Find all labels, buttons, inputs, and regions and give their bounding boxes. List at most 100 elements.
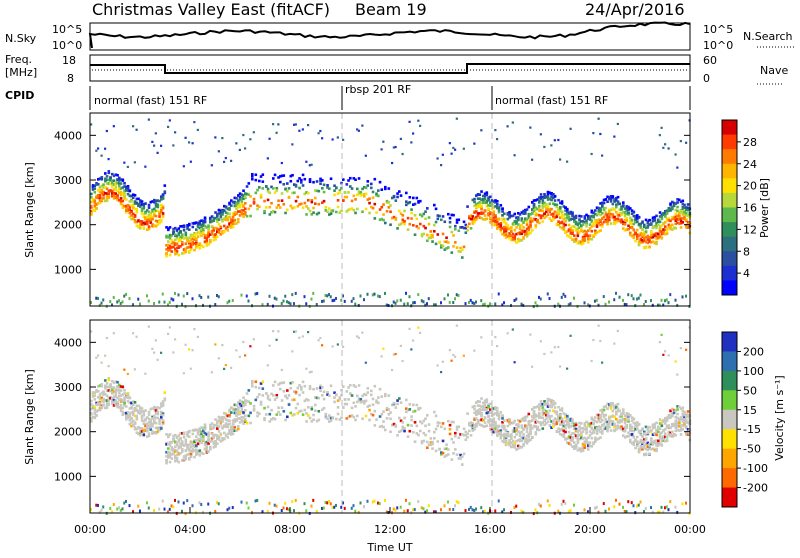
velocity-cell xyxy=(382,426,385,429)
velocity-cell xyxy=(108,399,111,402)
power-cell xyxy=(249,138,251,140)
velocity-cell xyxy=(181,440,184,443)
velocity-cell xyxy=(619,503,621,506)
power-cell xyxy=(515,226,518,229)
velocity-cell xyxy=(424,425,427,428)
power-cell xyxy=(136,208,139,211)
velocity-cell xyxy=(202,452,205,455)
power-cell xyxy=(529,232,532,235)
velocity-cell xyxy=(123,369,125,371)
power-cell xyxy=(235,197,238,200)
power-cell xyxy=(330,177,333,180)
velocity-cell xyxy=(129,397,132,400)
power-colorbar-tick-label: 20 xyxy=(743,180,757,193)
velocity-cell xyxy=(580,422,583,425)
velocity-cell xyxy=(333,396,336,399)
velocity-cell xyxy=(435,428,438,431)
velocity-cell xyxy=(283,390,286,393)
velocity-cell xyxy=(290,412,293,415)
velocity-cell xyxy=(204,423,207,426)
power-cell xyxy=(428,297,430,300)
velocity-cell xyxy=(227,425,230,428)
power-cell xyxy=(365,208,368,211)
power-cell xyxy=(165,252,168,255)
power-ytick-label: 1000 xyxy=(54,263,82,276)
power-cell xyxy=(272,177,275,180)
velocity-cell xyxy=(216,442,219,445)
velocity-cell xyxy=(416,404,419,407)
power-cell xyxy=(328,187,331,190)
velocity-cell xyxy=(134,368,136,370)
power-cell xyxy=(594,300,596,303)
power-colorbar-swatch xyxy=(722,120,737,135)
velocity-cell xyxy=(452,452,455,455)
power-cell xyxy=(267,303,269,306)
power-cell xyxy=(148,228,151,231)
power-cell xyxy=(498,209,501,212)
power-cell xyxy=(108,158,110,160)
velocity-cell xyxy=(185,344,187,346)
velocity-cell xyxy=(431,447,434,450)
velocity-cell xyxy=(183,372,185,374)
power-cell xyxy=(533,203,536,206)
power-cell xyxy=(531,229,534,232)
velocity-cell xyxy=(622,411,625,414)
power-cell xyxy=(440,301,442,304)
power-cell xyxy=(181,303,183,306)
power-cell xyxy=(232,299,234,302)
velocity-cell xyxy=(542,417,545,420)
velocity-cell xyxy=(162,500,164,503)
velocity-cell xyxy=(361,417,364,420)
power-cell xyxy=(167,240,170,243)
power-cell xyxy=(666,229,669,232)
power-cell xyxy=(197,236,200,239)
power-cell xyxy=(101,302,103,305)
power-cell xyxy=(136,211,139,214)
velocity-cell xyxy=(592,339,594,341)
power-cell xyxy=(410,141,412,143)
velocity-cell xyxy=(207,503,209,506)
velocity-cell xyxy=(466,436,469,439)
velocity-cell xyxy=(496,407,499,410)
power-cell xyxy=(484,198,487,201)
power-cell xyxy=(258,186,261,189)
velocity-cell xyxy=(199,454,202,457)
power-cell xyxy=(374,178,377,181)
velocity-cell xyxy=(568,431,571,434)
velocity-cell xyxy=(109,507,111,510)
power-cell xyxy=(361,210,364,213)
velocity-cell xyxy=(365,394,368,397)
power-cell xyxy=(682,295,684,298)
power-cell xyxy=(631,226,634,229)
power-cell xyxy=(612,195,615,198)
velocity-cell xyxy=(148,325,150,327)
power-cell xyxy=(589,234,592,237)
velocity-cell xyxy=(148,411,151,414)
velocity-cell xyxy=(447,453,450,456)
velocity-cell xyxy=(221,420,224,423)
velocity-cell xyxy=(395,425,398,428)
power-cell xyxy=(258,205,261,208)
power-cell xyxy=(456,246,459,249)
velocity-cell xyxy=(307,406,310,409)
power-cell xyxy=(577,235,580,238)
power-cell xyxy=(337,199,340,202)
velocity-cell xyxy=(328,500,330,503)
power-cell xyxy=(685,212,688,215)
power-cell xyxy=(253,198,256,201)
velocity-cell xyxy=(183,502,185,505)
velocity-cell xyxy=(188,348,190,350)
velocity-cell xyxy=(382,410,385,413)
power-cell xyxy=(206,240,209,243)
power-cell xyxy=(106,199,109,202)
velocity-cell xyxy=(340,506,342,509)
velocity-cell xyxy=(610,429,613,432)
power-cell xyxy=(386,210,389,213)
power-cell xyxy=(428,223,431,226)
power-cell xyxy=(633,211,636,214)
velocity-cell xyxy=(412,431,415,434)
power-cell xyxy=(382,213,385,216)
power-cell xyxy=(480,190,483,193)
power-cell xyxy=(312,181,315,184)
velocity-cell xyxy=(232,423,235,426)
